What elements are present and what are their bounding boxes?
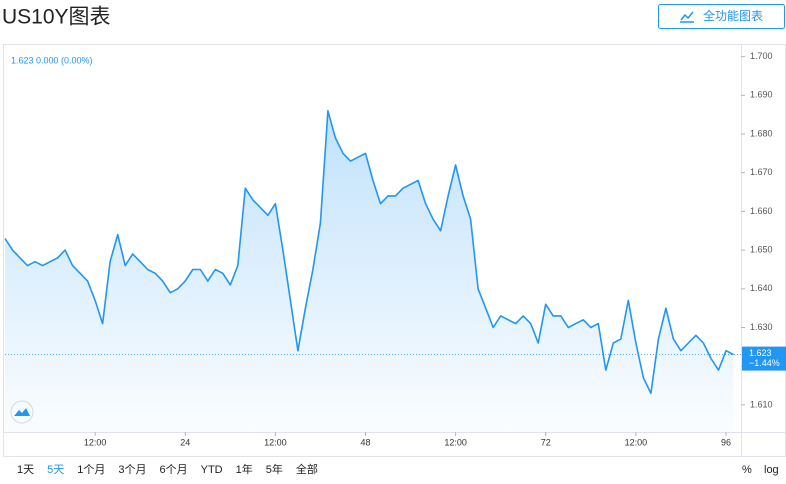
x-tick-label: 48 — [360, 437, 370, 447]
button-icon — [680, 11, 694, 23]
x-tick-label: 12:00 — [625, 437, 648, 447]
area-fill — [5, 110, 734, 433]
last-price-label: 1.623 — [749, 348, 772, 358]
y-tick-label: 1.700 — [750, 51, 773, 61]
x-tick-label: 96 — [721, 437, 731, 447]
y-tick-label: 1.630 — [750, 322, 773, 332]
range-button[interactable]: 5天 — [47, 464, 64, 476]
last-price-badge — [742, 346, 786, 371]
y-tick-label: 1.660 — [750, 206, 773, 216]
range-button[interactable]: 1个月 — [77, 463, 105, 476]
range-button[interactable]: 6个月 — [160, 463, 188, 476]
page-title: US10Y图表 — [2, 6, 111, 29]
change-label: −1.44% — [749, 358, 780, 368]
x-tick-label: 12:00 — [444, 437, 467, 447]
x-tick-label: 24 — [180, 437, 190, 447]
legend-text: 1.623 0.000 (0.00%) — [11, 55, 93, 65]
range-button[interactable]: 1天 — [17, 464, 34, 476]
x-tick-label: 12:00 — [84, 437, 107, 447]
y-tick-label: 1.690 — [750, 90, 773, 100]
x-tick-label: 72 — [541, 437, 551, 447]
y-tick-label: 1.650 — [750, 244, 773, 254]
y-tick-label: 1.670 — [750, 167, 773, 177]
scale-option[interactable]: % — [742, 464, 752, 476]
y-tick-label: 1.610 — [750, 399, 773, 409]
range-button[interactable]: 3个月 — [118, 463, 146, 476]
y-tick-label: 1.640 — [750, 283, 773, 293]
scale-option[interactable]: log — [764, 464, 779, 476]
range-button[interactable]: 5年 — [266, 462, 283, 476]
price-line — [4, 110, 734, 395]
button-label: 全功能图表 — [703, 8, 763, 23]
range-button[interactable]: YTD — [201, 464, 223, 476]
range-button[interactable]: 1年 — [236, 462, 253, 476]
x-tick-label: 12:00 — [264, 437, 287, 447]
y-tick-label: 1.680 — [750, 128, 773, 138]
range-button[interactable]: 全部 — [296, 462, 318, 476]
